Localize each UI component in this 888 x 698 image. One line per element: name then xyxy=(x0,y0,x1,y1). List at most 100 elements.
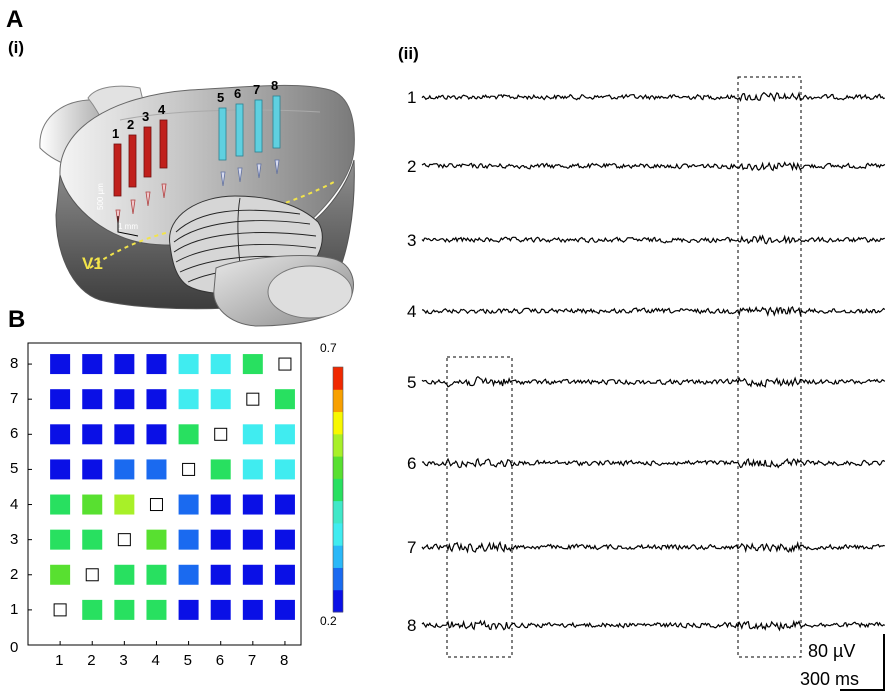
heatmap-cell xyxy=(274,389,295,410)
x-tick-label: 2 xyxy=(87,652,96,669)
heatmap-cell xyxy=(242,564,263,585)
heatmap-cell xyxy=(146,599,167,620)
heatmap-cell xyxy=(146,424,167,445)
trace-line xyxy=(421,91,885,103)
y-tick-label: 5 xyxy=(10,460,19,478)
heatmap-cell xyxy=(210,564,231,585)
heatmap-cell-empty xyxy=(53,603,67,617)
heatmap-cell xyxy=(114,459,135,480)
midline-fissure xyxy=(119,109,321,121)
trace-channel-7: 7 xyxy=(407,538,417,557)
panel-b-label: B xyxy=(8,306,26,333)
x-tick-label: 5 xyxy=(183,652,192,669)
heatmap-cell xyxy=(82,599,103,620)
y-tick-label: 0 xyxy=(10,639,19,656)
electrode-label-7: 7 xyxy=(253,82,261,97)
heatmap-cell xyxy=(242,494,263,515)
highlight-window-1 xyxy=(737,76,802,658)
heatmap-cell xyxy=(114,599,135,620)
electrode-label-5: 5 xyxy=(217,90,225,105)
brainstem-cut xyxy=(267,265,353,319)
heatmap-cell xyxy=(210,494,231,515)
heatmap-cell xyxy=(114,389,135,410)
heatmap-cell xyxy=(210,599,231,620)
trace-line xyxy=(421,619,886,632)
heatmap-cell xyxy=(178,424,199,445)
brain-illustration xyxy=(39,84,355,327)
heatmap-cell xyxy=(82,354,103,375)
y-tick-label: 4 xyxy=(10,495,19,513)
time-amplitude-scale-bar xyxy=(840,634,885,691)
trace-line xyxy=(421,234,885,245)
colorbar-segment xyxy=(333,545,343,568)
trace-channel-1: 1 xyxy=(407,88,417,107)
trace-channel-6: 6 xyxy=(407,454,417,473)
heatmap-cell xyxy=(178,564,199,585)
brain-scale-horizontal-label: 1 mm xyxy=(118,222,138,231)
heatmap-cell xyxy=(274,599,295,620)
x-tick-label: 3 xyxy=(119,652,128,669)
heatmap-cell xyxy=(50,424,71,445)
heatmap-cell xyxy=(210,354,231,375)
heatmap-cell xyxy=(274,459,295,480)
heatmap-cell xyxy=(274,529,295,550)
colorbar-frame xyxy=(332,366,344,613)
heatmap-cell xyxy=(50,459,71,480)
heatmap-cell xyxy=(210,529,231,550)
heatmap-cell xyxy=(50,389,71,410)
heatmap-cell xyxy=(50,529,71,550)
recording-sites-cyan xyxy=(220,159,280,187)
heatmap-cell xyxy=(82,494,103,515)
heatmap-cell-empty xyxy=(214,427,228,441)
colorbar-segment xyxy=(333,433,343,457)
colorbar-segment xyxy=(333,500,343,524)
colorbar-segment xyxy=(333,478,343,502)
panel-a-i-label: (i) xyxy=(8,38,25,57)
heatmap-cell xyxy=(146,354,167,375)
heatmap-axes-frame xyxy=(27,342,302,646)
heatmap-cell xyxy=(210,459,231,480)
electrode-label-1: 1 xyxy=(112,126,120,141)
trace-line xyxy=(421,305,886,317)
trace-channel-8: 8 xyxy=(407,616,417,635)
x-tick-label: 1 xyxy=(55,652,64,669)
heatmap-cell xyxy=(242,459,263,480)
heatmap-cell-empty xyxy=(246,392,260,406)
brain-scale-bar xyxy=(117,216,139,237)
electrode-label-6: 6 xyxy=(234,86,242,101)
y-tick-label: 1 xyxy=(10,600,19,618)
colorbar-max-label: 0.7 xyxy=(320,341,337,355)
colorbar-segment xyxy=(333,456,343,479)
x-tick-label: 8 xyxy=(279,652,289,669)
trace-line xyxy=(421,161,886,172)
recording-sites-red xyxy=(115,183,167,225)
heatmap-cell xyxy=(50,564,71,585)
heatmap-cell xyxy=(178,389,199,410)
heatmap-cell xyxy=(114,564,135,585)
x-tick-label: 4 xyxy=(151,652,160,669)
y-tick-label: 3 xyxy=(10,530,19,548)
x-tick-label: 7 xyxy=(247,652,257,669)
heatmap-cell-empty xyxy=(117,533,131,547)
heatmap-cell xyxy=(50,354,71,375)
colorbar-segment xyxy=(333,411,343,435)
heatmap-cell xyxy=(274,424,295,445)
electrode-label-8: 8 xyxy=(271,78,279,93)
colorbar-segment xyxy=(333,522,343,546)
heatmap-cell xyxy=(114,354,135,375)
eeg-traces xyxy=(421,91,886,632)
heatmap-cell xyxy=(82,459,103,480)
heatmap-cell xyxy=(146,389,167,410)
electrode-label-4: 4 xyxy=(158,102,166,117)
heatmap-cell-empty xyxy=(85,568,99,582)
heatmap-cell xyxy=(178,354,199,375)
trace-line xyxy=(421,457,886,469)
trace-channel-4: 4 xyxy=(407,302,417,321)
heatmap xyxy=(27,342,302,646)
panel-a-ii-label: (ii) xyxy=(398,44,419,63)
heatmap-cell xyxy=(50,494,71,515)
heatmap-cell xyxy=(114,494,135,515)
colorbar-segment xyxy=(333,567,343,591)
heatmap-cell-empty xyxy=(278,357,292,371)
